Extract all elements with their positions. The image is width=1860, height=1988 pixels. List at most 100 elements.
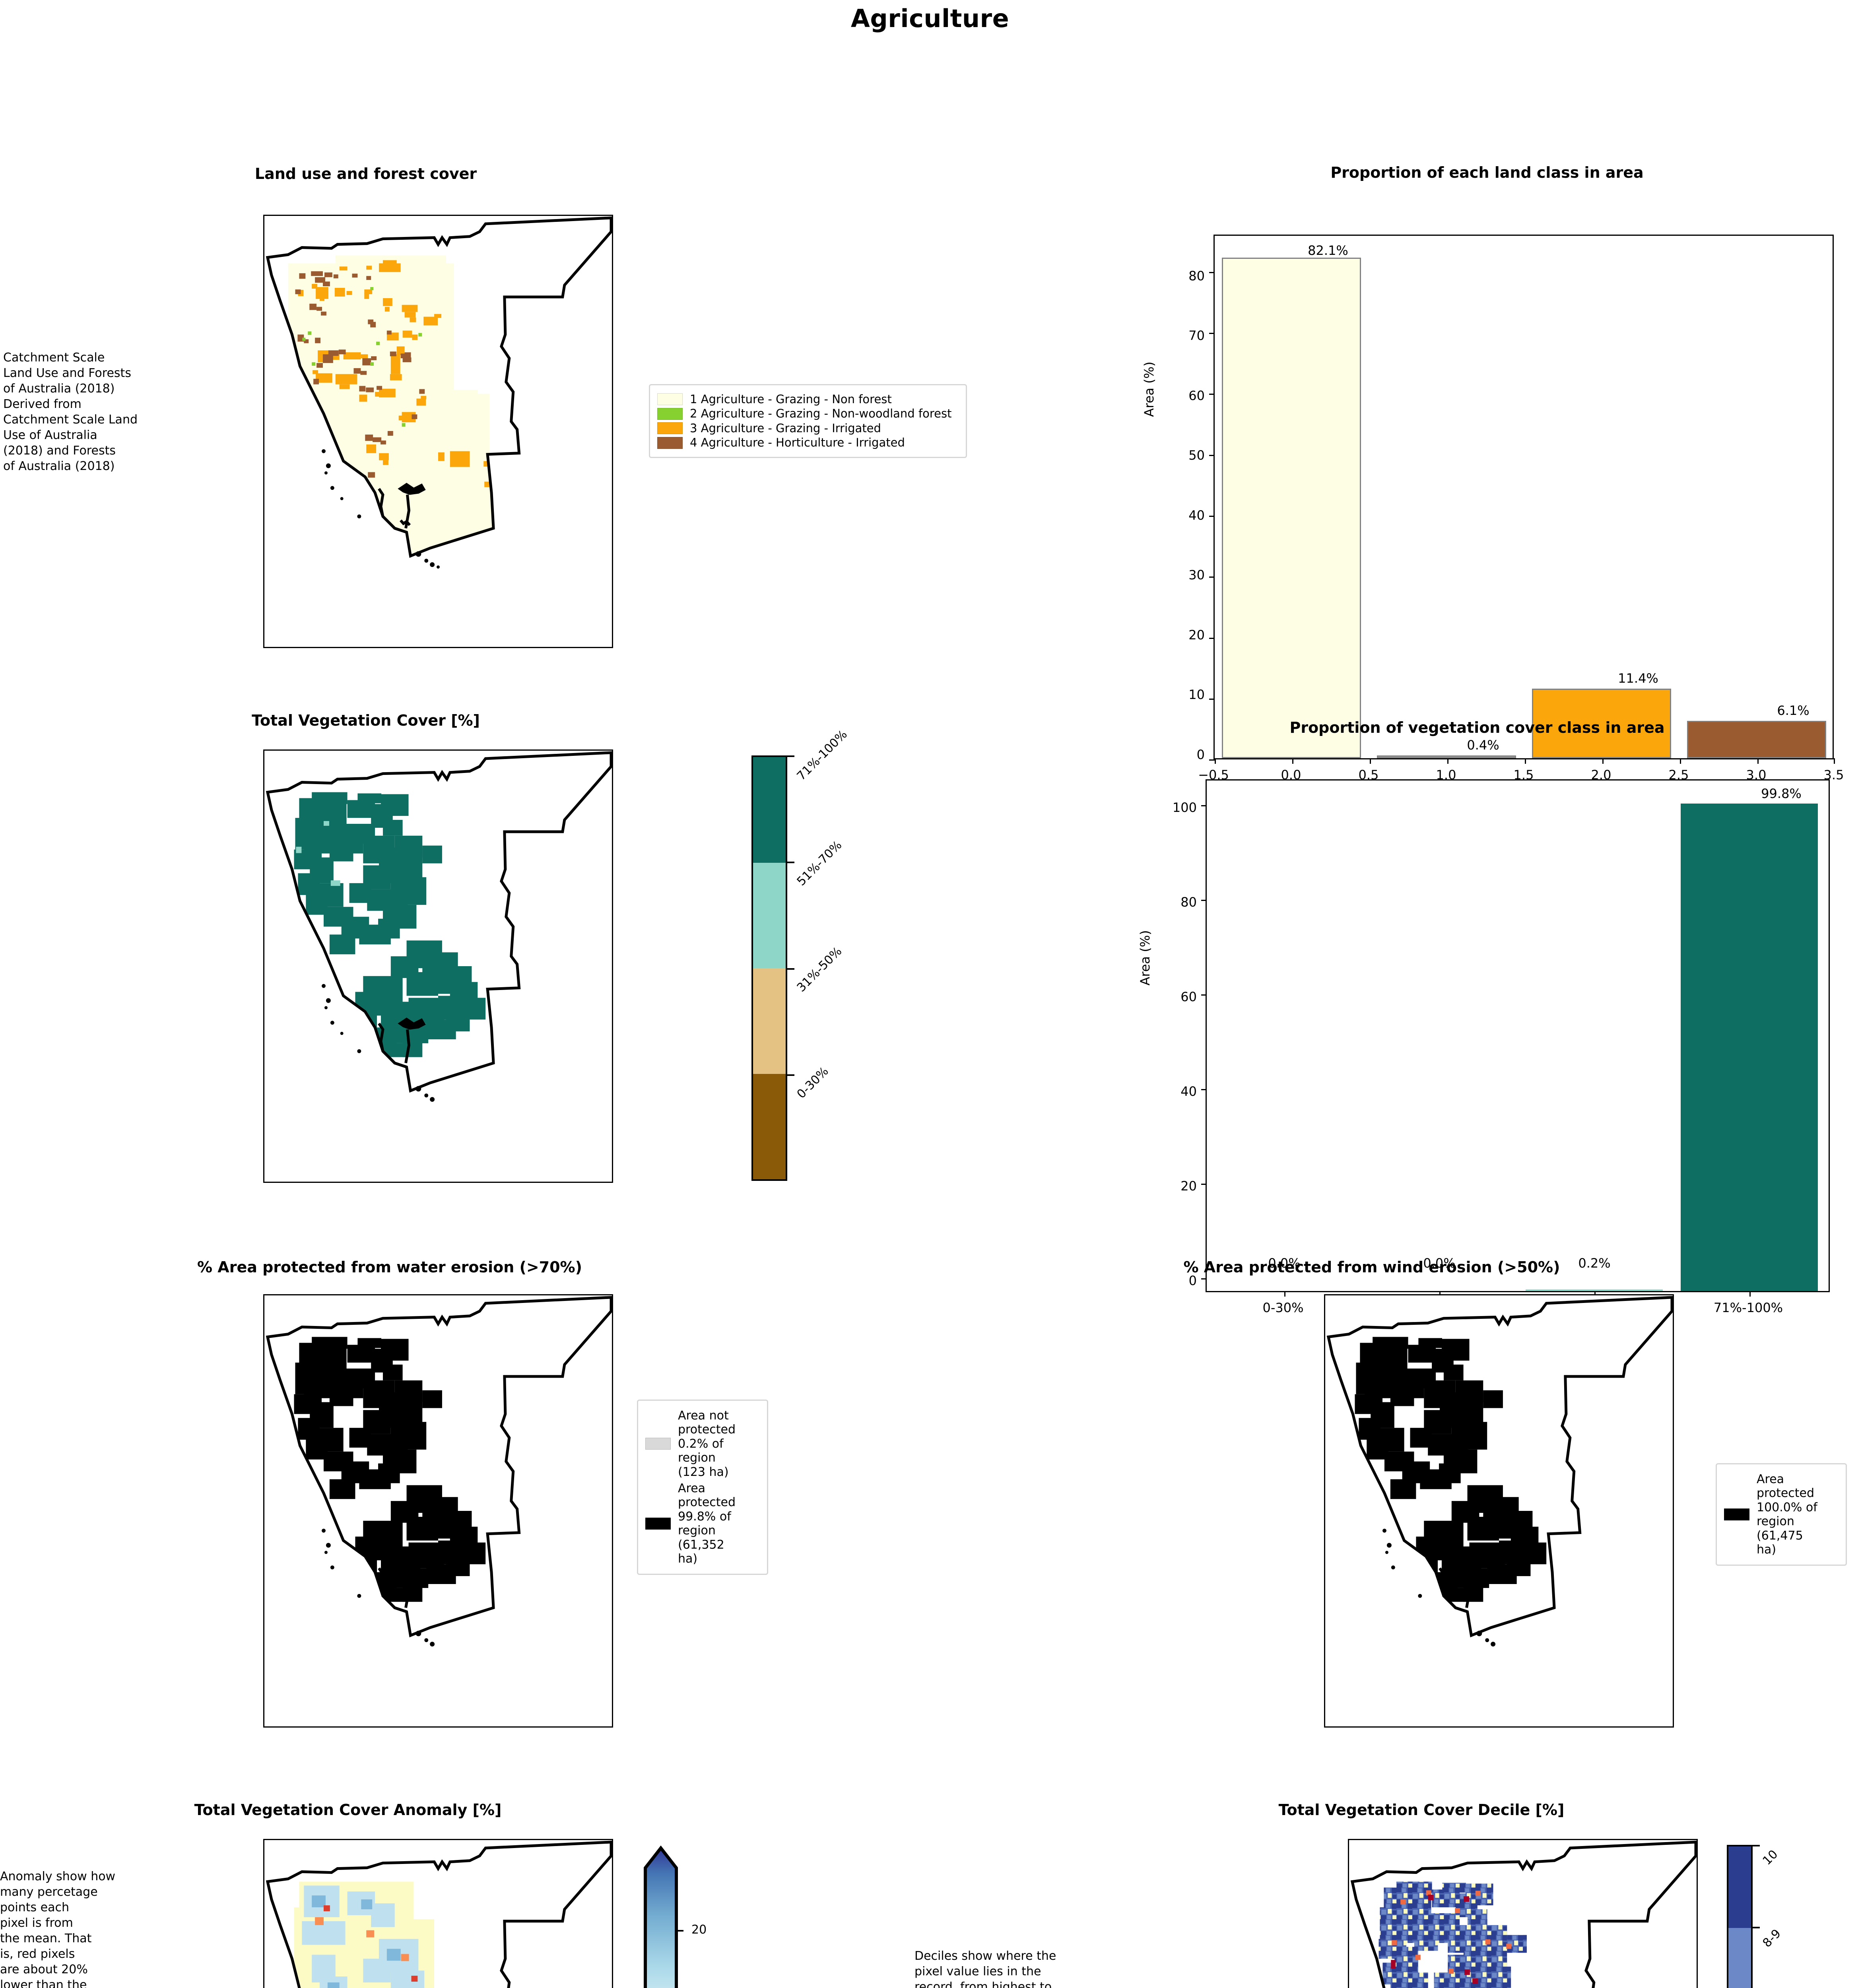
legend-swatch-class-2 — [657, 408, 683, 420]
map-axis-tick — [449, 1182, 450, 1183]
bar-class-1[interactable] — [1377, 755, 1516, 758]
land-class-chart-title: Proportion of each land class in area — [1330, 164, 1644, 181]
map-axis-tick — [1324, 1588, 1325, 1589]
map-axis-tick — [276, 1182, 278, 1183]
veg-class-plot-area[interactable]: 0.0% 0.0% 0.2% 99.8% — [1201, 779, 1830, 1297]
land-use-map-caption: Catchment Scale Land Use and Forests of … — [3, 351, 138, 473]
y-tick-label: 100 — [1172, 800, 1197, 815]
y-tick-label: 60 — [1180, 989, 1197, 1004]
wind-erosion-map-title: % Area protected from wind erosion (>50%… — [1183, 1258, 1560, 1276]
legend-item: Area not protected 0.2% of region (123 h… — [645, 1409, 760, 1479]
colorbar-tick — [787, 1074, 794, 1076]
map-axis-tick — [1395, 1726, 1396, 1728]
anomaly-map[interactable] — [263, 1839, 613, 1988]
map-axis-tick — [263, 1916, 264, 1917]
legend-item: 4 Agriculture - Horticulture - Irrigated — [657, 436, 959, 450]
bar-class-2[interactable] — [1532, 689, 1671, 758]
bar-value-veg-51-70: 0.2% — [1578, 1256, 1611, 1271]
y-tick-mark — [1201, 900, 1207, 901]
decile-map[interactable] — [1348, 1839, 1698, 1988]
x-tick-mark — [1834, 758, 1835, 764]
x-tick-label: 0-30% — [1262, 1300, 1304, 1315]
decile-map-canvas — [1349, 1840, 1697, 1988]
colorbar-tick — [676, 1930, 683, 1932]
y-tick-mark — [1209, 455, 1215, 456]
x-tick-mark — [1602, 758, 1604, 764]
map-axis-tick — [1324, 1427, 1325, 1428]
map-axis-tick — [263, 1971, 264, 1972]
cbar-seg-31-50 — [753, 968, 786, 1074]
land-use-legend[interactable]: 1 Agriculture - Grazing - Non forest 2 A… — [649, 384, 967, 458]
veg-cover-map[interactable] — [263, 749, 613, 1183]
bar-class-3[interactable] — [1687, 721, 1826, 758]
legend-label-protected: Area protected 100.0% of region (61,475 … — [1757, 1472, 1817, 1557]
legend-label-class-1: 1 Agriculture - Grazing - Non forest — [690, 392, 892, 406]
cbar-seg-10 — [1728, 1846, 1751, 1928]
map-axis-tick — [263, 291, 264, 293]
legend-swatch-not-protected — [645, 1438, 671, 1450]
y-tick-label: 20 — [1180, 1178, 1197, 1194]
map-axis-tick — [565, 1726, 566, 1728]
map-axis-tick — [1337, 1726, 1338, 1728]
land-use-map[interactable] — [263, 215, 613, 648]
y-tick-mark — [1209, 759, 1215, 761]
bar-veg-71-100[interactable] — [1681, 804, 1818, 1291]
map-axis-tick — [263, 1641, 264, 1642]
page-title: Agriculture — [850, 4, 1010, 33]
map-axis-tick — [263, 1427, 264, 1428]
map-axis-tick — [263, 882, 264, 883]
map-axis-tick — [507, 647, 508, 648]
cbar-seg-51-70 — [753, 862, 786, 968]
y-tick-mark — [1209, 272, 1215, 273]
veg-class-chart-title: Proportion of vegetation cover class in … — [1289, 719, 1665, 736]
bar-value-class-2: 11.4% — [1618, 671, 1658, 686]
map-axis-tick — [276, 647, 278, 648]
land-class-plot-area[interactable]: 82.1% 0.4% 11.4% 6.1% — [1209, 235, 1835, 764]
bar-veg-51-70[interactable] — [1526, 1289, 1663, 1291]
bar-class-0[interactable] — [1222, 258, 1361, 758]
map-axis-tick — [263, 1588, 264, 1589]
map-axis-tick — [334, 647, 335, 648]
decile-colorbar[interactable]: 10 8-9 4-7 2-3 1 — [1727, 1845, 1858, 1988]
wind-erosion-legend[interactable]: Area protected 100.0% of region (61,475 … — [1716, 1463, 1847, 1566]
veg-cover-map-canvas — [264, 751, 612, 1182]
veg-cover-colorbar[interactable]: 71%-100% 51%-70% 31%-50% 0-30% — [751, 728, 950, 1185]
y-tick-label: 30 — [1188, 567, 1205, 582]
water-erosion-map[interactable] — [263, 1294, 613, 1728]
legend-label-protected: Area protected 99.8% of region (61,352 h… — [678, 1481, 736, 1566]
wind-erosion-map-canvas — [1325, 1295, 1673, 1726]
y-tick-mark — [1209, 516, 1215, 517]
water-erosion-legend[interactable]: Area not protected 0.2% of region (123 h… — [637, 1400, 768, 1575]
legend-label-class-3: 3 Agriculture - Grazing - Irrigated — [690, 421, 881, 435]
y-tick-mark — [1201, 805, 1207, 806]
bar-value-class-3: 6.1% — [1777, 703, 1810, 718]
map-axis-tick — [334, 1182, 335, 1183]
legend-label-class-4: 4 Agriculture - Horticulture - Irrigated — [690, 436, 905, 450]
map-axis-tick — [565, 647, 566, 648]
colorbar-tick — [1753, 1927, 1760, 1928]
bar-value-class-0: 82.1% — [1308, 243, 1348, 258]
bar-value-veg-71-100: 99.8% — [1761, 786, 1802, 801]
x-tick-mark — [1757, 758, 1759, 764]
map-axis-tick — [565, 1182, 566, 1183]
colorbar-label-8-9: 8-9 — [1760, 1926, 1784, 1950]
map-axis-tick — [392, 1182, 393, 1183]
map-axis-tick — [263, 1371, 264, 1372]
anomaly-colorbar[interactable]: 20 10 0 −10 −20 — [638, 1844, 805, 1988]
x-tick-label: 71%-100% — [1713, 1300, 1783, 1315]
map-axis-tick — [263, 1097, 264, 1098]
map-axis-tick — [276, 1726, 278, 1728]
y-tick-mark — [1201, 994, 1207, 996]
y-tick-label: 40 — [1180, 1084, 1197, 1099]
wind-erosion-map[interactable] — [1324, 1294, 1674, 1728]
y-tick-mark — [1201, 1184, 1207, 1185]
legend-swatch-class-4 — [657, 437, 683, 449]
map-axis-tick — [263, 1872, 264, 1873]
legend-swatch-protected — [1724, 1508, 1749, 1521]
legend-item: 2 Agriculture - Grazing - Non-woodland f… — [657, 408, 959, 420]
legend-label-not-protected: Area not protected 0.2% of region (123 h… — [678, 1409, 736, 1479]
map-axis-tick — [263, 989, 264, 990]
y-tick-label: 40 — [1188, 508, 1205, 523]
map-axis-tick — [1324, 1534, 1325, 1535]
x-tick-mark — [1447, 758, 1448, 764]
